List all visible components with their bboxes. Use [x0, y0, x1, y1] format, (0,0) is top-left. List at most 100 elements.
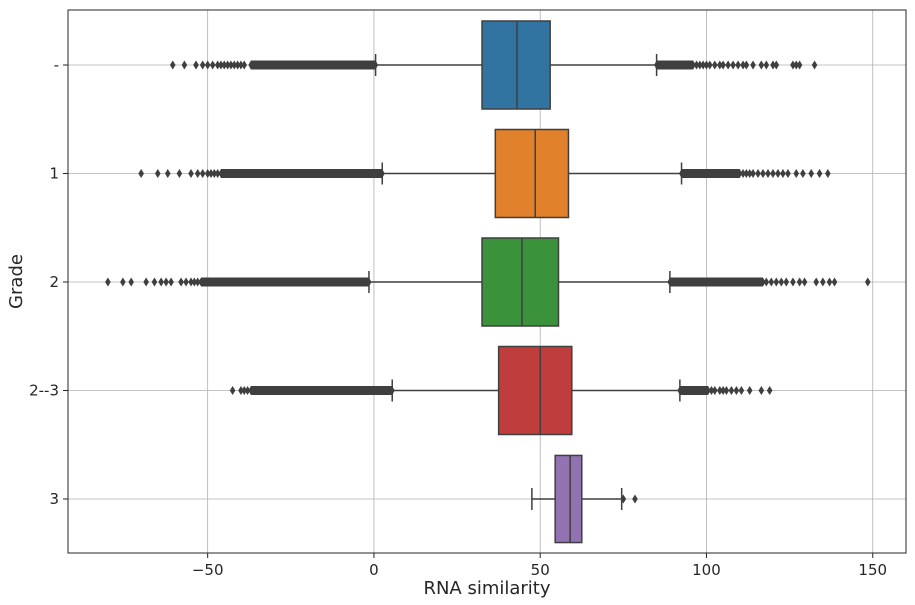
box-group-1	[138, 128, 831, 219]
outlier-point	[743, 169, 750, 178]
outlier-point	[229, 386, 236, 395]
outlier-point	[218, 60, 224, 70]
x-tick-label: 0	[369, 561, 379, 579]
outlier-point	[700, 60, 706, 70]
outlier-point	[811, 60, 818, 70]
outlier-point	[800, 169, 806, 178]
x-tick-label: 50	[531, 561, 550, 579]
outlier-point	[735, 60, 741, 70]
outlier-point	[796, 277, 803, 287]
box-group-none	[169, 20, 818, 110]
outlier-point	[138, 169, 144, 178]
outlier-point	[801, 277, 808, 287]
outlier-point	[831, 277, 838, 287]
outlier-point	[105, 277, 111, 287]
outlier-point	[743, 60, 750, 70]
outlier-point	[199, 169, 206, 178]
outlier-point	[790, 277, 796, 287]
outlier-point	[785, 169, 791, 178]
box-series	[105, 20, 871, 544]
outlier-point	[183, 277, 189, 287]
outlier-point	[620, 494, 627, 504]
outlier-point	[763, 277, 770, 287]
outlier-point	[725, 60, 731, 70]
outlier-point	[746, 386, 753, 395]
outlier-point	[211, 169, 218, 178]
outlier-band-low	[218, 169, 385, 178]
outlier-band-high	[679, 169, 743, 178]
box-group-2--3	[229, 345, 773, 436]
outlier-point	[191, 277, 198, 287]
x-tick-label: 100	[692, 561, 721, 579]
outlier-point	[766, 386, 773, 395]
outlier-point	[204, 60, 211, 70]
box-group-3	[531, 454, 638, 544]
outlier-point	[199, 60, 206, 70]
outlier-point	[221, 60, 228, 70]
outlier-point	[730, 60, 736, 70]
box-body	[481, 20, 551, 110]
outlier-point	[825, 169, 831, 178]
outlier-point	[770, 60, 776, 70]
outlier-point	[214, 169, 221, 178]
outlier-point	[793, 60, 800, 70]
y-tick-label: 2	[49, 273, 59, 291]
box-body	[497, 345, 573, 436]
outlier-point	[214, 60, 221, 70]
outlier-point	[241, 386, 248, 395]
outlier-point	[163, 277, 169, 287]
outlier-point	[720, 386, 726, 395]
outlier-point	[708, 386, 715, 395]
x-tick-label: 150	[858, 561, 887, 579]
outlier-point	[765, 169, 771, 178]
outlier-point	[773, 277, 780, 287]
y-tick-label: -	[54, 56, 59, 74]
outlier-band-low	[248, 386, 395, 395]
outlier-band-high	[654, 60, 696, 70]
outlier-point	[697, 60, 703, 70]
outlier-point	[716, 60, 723, 70]
outlier-point	[778, 277, 785, 287]
outlier-point	[632, 494, 638, 504]
outlier-point	[238, 386, 244, 395]
outlier-band-low	[198, 277, 372, 287]
y-tick-label: 2--3	[29, 382, 59, 400]
x-axis-ticks: −50 0 50 100 150	[192, 553, 887, 579]
outlier-band-high	[667, 277, 766, 287]
outlier-point	[768, 277, 775, 287]
outlier-point	[707, 60, 713, 70]
outlier-point	[194, 169, 201, 178]
outlier-point	[238, 60, 244, 70]
outlier-point	[241, 60, 248, 70]
outlier-band-high	[677, 386, 711, 395]
outlier-point	[181, 60, 188, 70]
y-tick-label: 1	[49, 165, 59, 183]
outlier-point	[158, 277, 164, 287]
outlier-point	[244, 386, 251, 395]
outlier-point	[120, 277, 126, 287]
outlier-point	[720, 60, 726, 70]
x-axis-title: RNA similarity	[423, 578, 550, 599]
outlier-point	[790, 60, 796, 70]
outlier-point	[864, 277, 871, 287]
outlier-point	[775, 169, 781, 178]
outlier-point	[816, 169, 823, 178]
outlier-point	[773, 60, 780, 70]
outlier-point	[760, 169, 766, 178]
y-tick-label: 3	[49, 490, 59, 508]
x-tick-label: −50	[192, 561, 224, 579]
outlier-point	[231, 60, 238, 70]
outlier-point	[209, 60, 216, 70]
outlier-point	[728, 386, 735, 395]
outlier-point	[711, 60, 718, 70]
outlier-point	[733, 386, 740, 395]
outlier-point	[783, 277, 790, 287]
outlier-point	[168, 277, 174, 287]
outlier-point	[738, 386, 745, 395]
outlier-point	[178, 277, 184, 287]
outlier-point	[813, 277, 820, 287]
outlier-point	[228, 60, 234, 70]
outlier-point	[188, 277, 194, 287]
outlier-point	[820, 277, 826, 287]
